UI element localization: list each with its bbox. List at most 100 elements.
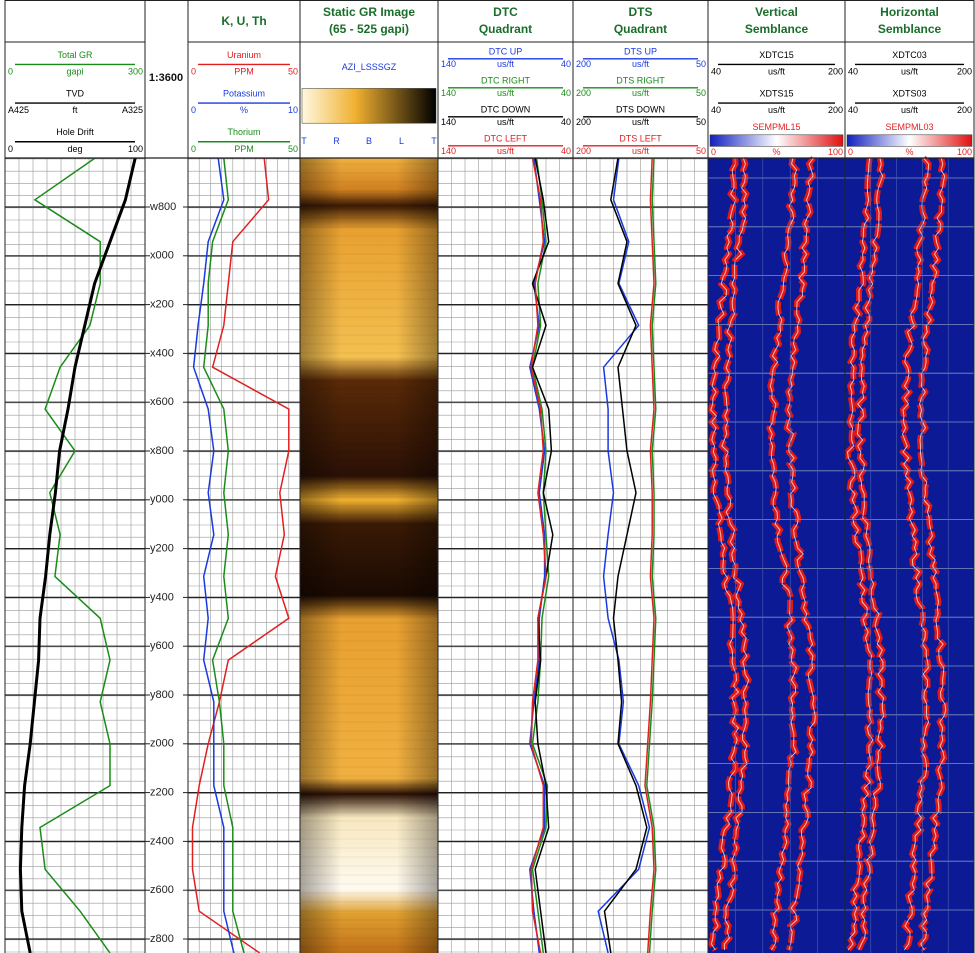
track-title: Horizontal bbox=[880, 5, 939, 19]
curve-name: DTS DOWN bbox=[616, 105, 665, 115]
scale-right: 100 bbox=[828, 147, 843, 157]
scale-left: 0 bbox=[711, 147, 716, 157]
scale-unit: us/ft bbox=[497, 117, 515, 127]
depth-label: x600 bbox=[150, 396, 174, 408]
scale-unit: % bbox=[772, 147, 780, 157]
scale-right: 40 bbox=[561, 59, 571, 69]
scale-right: 50 bbox=[696, 117, 706, 127]
curve-name: Uranium bbox=[227, 50, 261, 60]
scale-right: 50 bbox=[696, 146, 706, 156]
scale-unit: us/ft bbox=[901, 105, 919, 115]
curve-name: Thorium bbox=[227, 127, 260, 137]
image-colorbar bbox=[302, 88, 436, 123]
scale-unit: us/ft bbox=[768, 105, 786, 115]
scale-left: 200 bbox=[576, 117, 591, 127]
scale-left: 200 bbox=[576, 146, 591, 156]
scale-left: 140 bbox=[441, 88, 456, 98]
scale-left: 40 bbox=[711, 67, 721, 77]
depth-label: y800 bbox=[150, 689, 174, 701]
scale-right: 100 bbox=[957, 147, 972, 157]
scale-unit: gapi bbox=[66, 67, 83, 77]
track-title: Semblance bbox=[745, 22, 809, 36]
curve-name: DTS UP bbox=[624, 47, 657, 57]
scale-unit: % bbox=[905, 147, 913, 157]
scale-left: 140 bbox=[441, 59, 456, 69]
scale-left: 0 bbox=[191, 144, 196, 154]
depth-label: z800 bbox=[150, 933, 174, 945]
curve-name: XDTS15 bbox=[759, 89, 793, 99]
track-title: (65 - 525 gapi) bbox=[329, 22, 409, 36]
scale-left: 0 bbox=[8, 67, 13, 77]
depth-label: y400 bbox=[150, 591, 174, 603]
scale-left: 40 bbox=[848, 105, 858, 115]
curve-name: XDTC15 bbox=[759, 50, 794, 60]
azimuth-label: T bbox=[431, 136, 437, 146]
scale-right: A325 bbox=[122, 105, 143, 115]
depth-label: x200 bbox=[150, 299, 174, 311]
scale-left: 200 bbox=[576, 88, 591, 98]
scale-unit: PPM bbox=[234, 144, 254, 154]
scale-unit: us/ft bbox=[632, 59, 650, 69]
scale-right: 200 bbox=[828, 67, 843, 77]
scale-unit: ft bbox=[72, 105, 78, 115]
depth-label: w800 bbox=[149, 201, 176, 213]
depth-label: z400 bbox=[150, 835, 174, 847]
scale-left: 140 bbox=[441, 146, 456, 156]
scale-left: 0 bbox=[191, 105, 196, 115]
depth-label: z200 bbox=[150, 787, 174, 799]
scale-right: 40 bbox=[561, 88, 571, 98]
semblance-image bbox=[708, 158, 845, 953]
scale-unit: us/ft bbox=[632, 146, 650, 156]
scale-left: 0 bbox=[191, 67, 196, 77]
scale-left: 0 bbox=[8, 144, 13, 154]
image-name: SEMPML03 bbox=[885, 122, 933, 132]
track-title: Quadrant bbox=[614, 22, 667, 36]
scale-right: 200 bbox=[957, 67, 972, 77]
azimuth-label: T bbox=[301, 136, 307, 146]
scale-left: 140 bbox=[441, 117, 456, 127]
well-log: 1:3600 w800x000x200x400x600x800y000y200y… bbox=[0, 0, 975, 953]
scale-right: 40 bbox=[561, 117, 571, 127]
scale-unit: us/ft bbox=[901, 67, 919, 77]
scale-unit: us/ft bbox=[497, 88, 515, 98]
scale-unit: us/ft bbox=[632, 88, 650, 98]
scale-unit: us/ft bbox=[768, 67, 786, 77]
depth-label: z600 bbox=[150, 884, 174, 896]
curve-name: TVD bbox=[66, 89, 85, 99]
image-colorbar bbox=[847, 135, 972, 147]
curve-name: DTC DOWN bbox=[481, 105, 531, 115]
azimuth-label: R bbox=[333, 136, 340, 146]
scale-unit: deg bbox=[67, 144, 82, 154]
scale-right: 50 bbox=[288, 144, 298, 154]
curve-name: Total GR bbox=[57, 50, 93, 60]
scale-left: A425 bbox=[8, 105, 29, 115]
scale-right: 200 bbox=[828, 105, 843, 115]
image-colorbar bbox=[710, 135, 843, 147]
depth-label: x000 bbox=[150, 250, 174, 262]
scale-unit: us/ft bbox=[632, 117, 650, 127]
depth-scale: 1:3600 bbox=[149, 72, 183, 84]
scale-left: 40 bbox=[848, 67, 858, 77]
depth-label: y600 bbox=[150, 640, 174, 652]
image-name: SEMPML15 bbox=[752, 122, 800, 132]
track-title: Static GR Image bbox=[323, 5, 415, 19]
depth-label: y200 bbox=[150, 543, 174, 555]
image-name: AZI_LSSSGZ bbox=[342, 62, 397, 72]
scale-right: 100 bbox=[128, 144, 143, 154]
azimuth-label: B bbox=[366, 136, 372, 146]
scale-unit: % bbox=[240, 105, 248, 115]
track-title: DTS bbox=[629, 5, 653, 19]
scale-left: 0 bbox=[848, 147, 853, 157]
scale-unit: us/ft bbox=[497, 59, 515, 69]
curve-name: DTC RIGHT bbox=[481, 76, 530, 86]
track-title: Quadrant bbox=[479, 22, 532, 36]
scale-right: 50 bbox=[696, 88, 706, 98]
curve-name: XDTC03 bbox=[892, 50, 927, 60]
scale-unit: PPM bbox=[234, 67, 254, 77]
scale-right: 300 bbox=[128, 67, 143, 77]
scale-left: 40 bbox=[711, 105, 721, 115]
curve-name: DTC LEFT bbox=[484, 134, 528, 144]
curve-name: DTC UP bbox=[489, 47, 523, 57]
gr-image-shade bbox=[300, 158, 438, 953]
curve-name: DTS RIGHT bbox=[616, 76, 665, 86]
